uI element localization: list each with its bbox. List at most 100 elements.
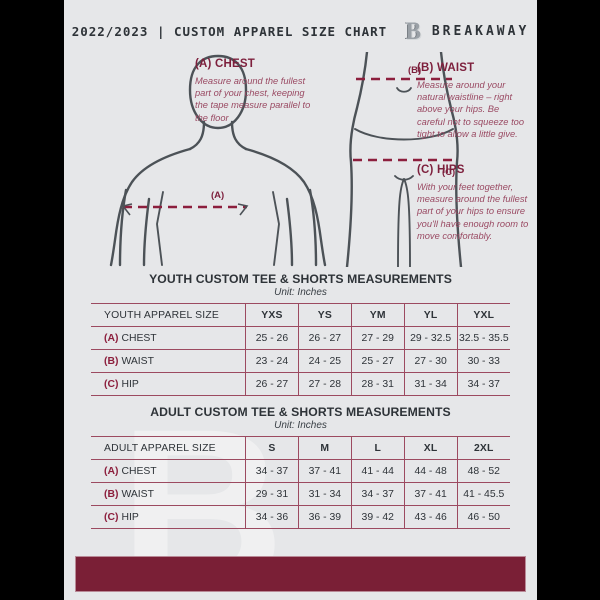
- adult-cell-1-4: 41 - 45.5: [457, 482, 510, 506]
- youth-col-1: YXS: [245, 303, 299, 327]
- youth-col-4: YL: [404, 303, 458, 327]
- youth-size-table: YOUTH APPAREL SIZE YXS YS YM YL YXL (A) C…: [91, 303, 510, 396]
- youth-cell-2-0: 26 - 27: [245, 372, 299, 396]
- youth-col-5: YXL: [457, 303, 510, 327]
- youth-table-unit: Unit: Inches: [274, 287, 327, 298]
- adult-cell-1-0: 29 - 31: [245, 482, 299, 506]
- youth-size-section: YOUTH CUSTOM TEE & SHORTS MEASUREMENTS U…: [64, 272, 537, 396]
- youth-cell-2-3: 31 - 34: [404, 372, 458, 396]
- caption-waist-title: (B) WAIST: [417, 62, 475, 74]
- table-row: (A) CHEST 34 - 37 37 - 41 41 - 44 44 - 48…: [91, 459, 510, 483]
- adult-col-5: 2XL: [457, 436, 510, 460]
- adult-row-2-name: HIP: [121, 511, 139, 523]
- adult-cell-1-1: 31 - 34: [298, 482, 352, 506]
- caption-hips: (C) HIPS With your feet together, measur…: [417, 164, 531, 242]
- youth-cell-1-3: 27 - 30: [404, 349, 458, 373]
- caption-waist: (B) WAIST Measure around your natural wa…: [417, 62, 529, 140]
- adult-row-2-label: (C) HIP: [91, 505, 246, 529]
- youth-cell-0-2: 27 - 29: [351, 326, 405, 350]
- youth-cell-2-2: 28 - 31: [351, 372, 405, 396]
- youth-cell-1-2: 25 - 27: [351, 349, 405, 373]
- youth-cell-1-1: 24 - 25: [298, 349, 352, 373]
- adult-size-table: ADULT APPAREL SIZE S M L XL 2XL (A) CHEST…: [91, 436, 510, 529]
- adult-cell-0-0: 34 - 37: [245, 459, 299, 483]
- footer-bar: [75, 556, 526, 592]
- youth-cell-2-4: 34 - 37: [457, 372, 510, 396]
- youth-cell-0-3: 29 - 32.5: [404, 326, 458, 350]
- caption-chest: (A) CHEST Measure around the fullest par…: [195, 58, 315, 124]
- adult-row-0-marker: (A): [104, 465, 119, 477]
- hips-marker-label: (C): [442, 167, 455, 178]
- youth-col-2: YS: [298, 303, 352, 327]
- youth-cell-0-0: 25 - 26: [245, 326, 299, 350]
- table-row: (C) HIP 26 - 27 27 - 28 28 - 31 31 - 34 3…: [91, 372, 510, 396]
- adult-row-0-label: (A) CHEST: [91, 459, 246, 483]
- page-header: 2022/2023 | CUSTOM APPAREL SIZE CHART B …: [64, 14, 537, 48]
- chest-measure-line: [121, 203, 249, 216]
- adult-row-1-name: WAIST: [121, 488, 154, 500]
- breakaway-monogram-icon: B: [405, 17, 422, 45]
- youth-row-2-name: HIP: [121, 378, 139, 390]
- lower-body-figure: [345, 52, 463, 267]
- youth-header-label: YOUTH APPAREL SIZE: [91, 303, 246, 327]
- adult-size-section: ADULT CUSTOM TEE & SHORTS MEASUREMENTS U…: [64, 405, 537, 529]
- youth-row-2-marker: (C): [104, 378, 119, 390]
- table-header-row: YOUTH APPAREL SIZE YXS YS YM YL YXL: [91, 303, 510, 327]
- youth-col-3: YM: [351, 303, 405, 327]
- upper-body-figure: [109, 54, 327, 267]
- youth-cell-1-0: 23 - 24: [245, 349, 299, 373]
- youth-table-title: YOUTH CUSTOM TEE & SHORTS MEASUREMENTS: [149, 272, 452, 286]
- youth-row-1-name: WAIST: [121, 355, 154, 367]
- adult-cell-2-0: 34 - 36: [245, 505, 299, 529]
- adult-row-1-marker: (B): [104, 488, 119, 500]
- adult-row-0-name: CHEST: [121, 465, 157, 477]
- size-chart-page: B 2022/2023 | CUSTOM APPAREL SIZE CHART …: [64, 0, 537, 600]
- table-header-row: ADULT APPAREL SIZE S M L XL 2XL: [91, 436, 510, 460]
- adult-col-4: XL: [404, 436, 458, 460]
- adult-col-1: S: [245, 436, 299, 460]
- caption-chest-body: Measure around the fullest part of your …: [195, 76, 311, 123]
- youth-row-1-label: (B) WAIST: [91, 349, 246, 373]
- adult-cell-0-4: 48 - 52: [457, 459, 510, 483]
- table-row: (C) HIP 34 - 36 36 - 39 39 - 42 43 - 46 4…: [91, 505, 510, 529]
- caption-hips-body: With your feet together, measure around …: [417, 182, 529, 241]
- adult-cell-2-4: 46 - 50: [457, 505, 510, 529]
- adult-cell-0-3: 44 - 48: [404, 459, 458, 483]
- youth-row-0-name: CHEST: [121, 332, 157, 344]
- table-row: (B) WAIST 23 - 24 24 - 25 25 - 27 27 - 30…: [91, 349, 510, 373]
- caption-waist-body: Measure around your natural waistline – …: [417, 80, 524, 139]
- brand-name: BREAKAWAY: [431, 23, 530, 39]
- adult-table-title: ADULT CUSTOM TEE & SHORTS MEASUREMENTS: [150, 405, 451, 419]
- measurement-illustrations: (A) (B) (C) (A) CHEST Measure around the…: [64, 52, 537, 267]
- adult-cell-2-3: 43 - 46: [404, 505, 458, 529]
- adult-table-unit: Unit: Inches: [274, 420, 327, 431]
- chest-marker-label: (A): [211, 190, 224, 201]
- adult-row-1-label: (B) WAIST: [91, 482, 246, 506]
- adult-col-2: M: [298, 436, 352, 460]
- table-row: (A) CHEST 25 - 26 26 - 27 27 - 29 29 - 32…: [91, 326, 510, 350]
- youth-row-0-label: (A) CHEST: [91, 326, 246, 350]
- adult-header-label: ADULT APPAREL SIZE: [91, 436, 246, 460]
- caption-hips-title: (C) HIPS: [417, 164, 465, 176]
- adult-cell-2-2: 39 - 42: [351, 505, 405, 529]
- adult-cell-0-2: 41 - 44: [351, 459, 405, 483]
- caption-chest-title: (A) CHEST: [195, 58, 255, 70]
- youth-cell-0-1: 26 - 27: [298, 326, 352, 350]
- brand-logo: B BREAKAWAY: [405, 19, 529, 44]
- waist-marker-label: (B): [408, 65, 421, 76]
- youth-cell-0-4: 32.5 - 35.5: [457, 326, 510, 350]
- youth-row-1-marker: (B): [104, 355, 119, 367]
- page-title: 2022/2023 | CUSTOM APPAREL SIZE CHART: [71, 23, 388, 39]
- adult-cell-0-1: 37 - 41: [298, 459, 352, 483]
- adult-col-3: L: [351, 436, 405, 460]
- adult-cell-2-1: 36 - 39: [298, 505, 352, 529]
- body-diagram-svg: (A) (B) (C): [109, 52, 463, 267]
- youth-cell-1-4: 30 - 33: [457, 349, 510, 373]
- adult-cell-1-3: 37 - 41: [404, 482, 458, 506]
- adult-cell-1-2: 34 - 37: [351, 482, 405, 506]
- youth-row-2-label: (C) HIP: [91, 372, 246, 396]
- youth-row-0-marker: (A): [104, 332, 119, 344]
- adult-row-2-marker: (C): [104, 511, 119, 523]
- table-row: (B) WAIST 29 - 31 31 - 34 34 - 37 37 - 41…: [91, 482, 510, 506]
